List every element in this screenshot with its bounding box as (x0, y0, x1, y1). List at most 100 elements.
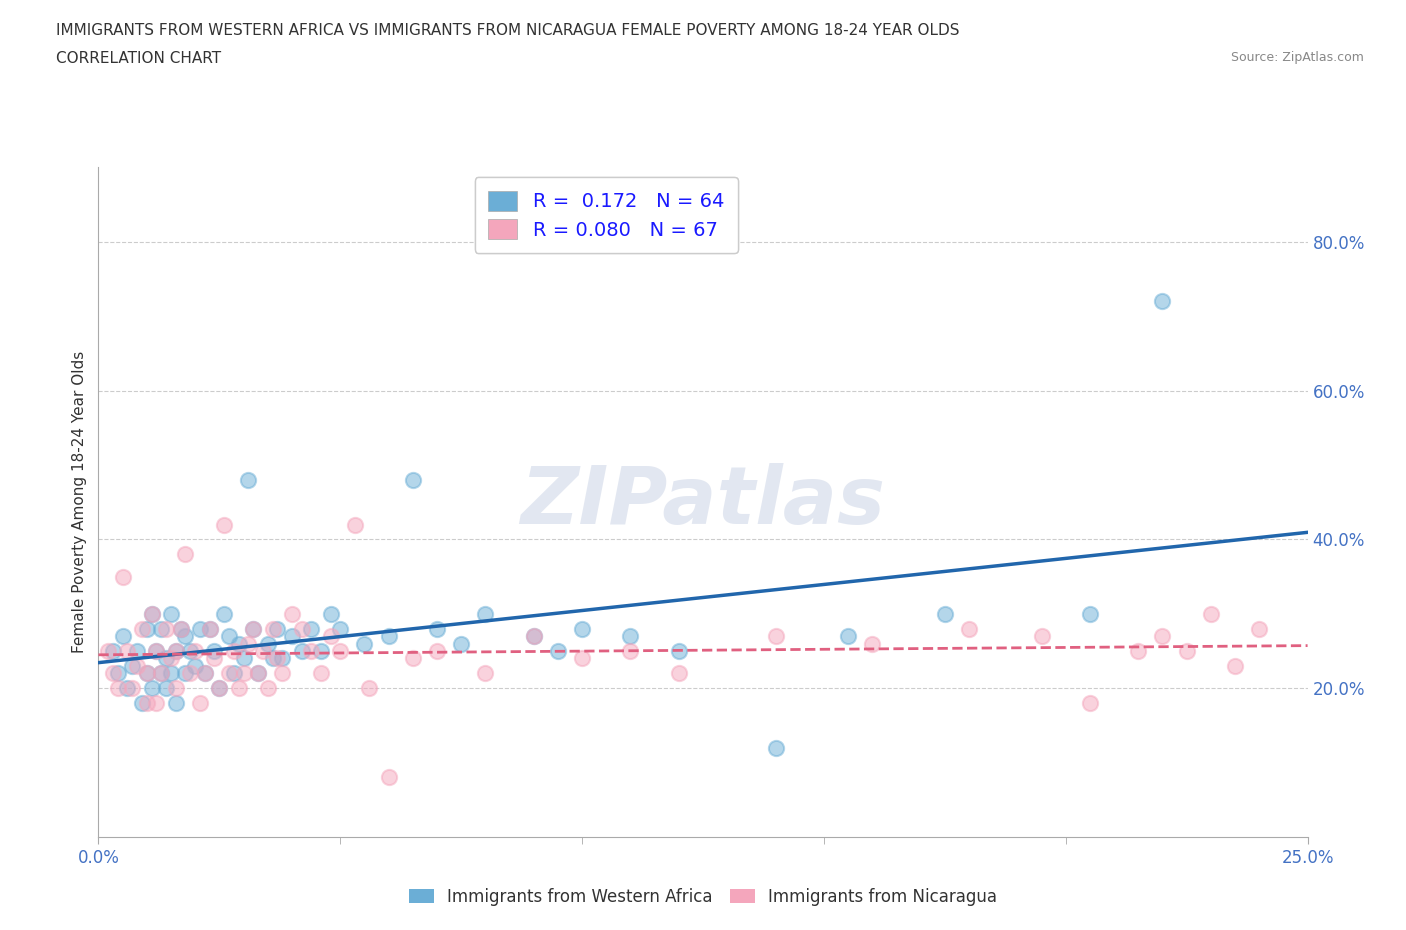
Point (299, 621, 322, 636)
Point (131, 621, 153, 636)
Point (299, 644, 322, 658)
Point (290, 621, 312, 636)
Point (184, 644, 207, 658)
Point (353, 636, 375, 651)
Point (141, 606, 163, 621)
Point (160, 666, 183, 681)
Point (402, 472, 425, 487)
Y-axis label: Female Poverty Among 18-24 Year Olds: Female Poverty Among 18-24 Year Olds (72, 352, 87, 654)
Point (204, 644, 226, 658)
Point (262, 621, 284, 636)
Point (1152, 629, 1174, 644)
Point (252, 644, 274, 658)
Point (359, 681, 381, 696)
Point (150, 666, 173, 681)
Point (101, 666, 124, 681)
Point (155, 651, 177, 666)
Point (1175, 644, 1198, 658)
Point (668, 644, 690, 658)
Point (1249, 621, 1271, 636)
Point (228, 681, 250, 696)
Point (184, 658, 207, 673)
Point (145, 696, 167, 711)
Legend: Immigrants from Western Africa, Immigrants from Nicaragua: Immigrants from Western Africa, Immigran… (402, 881, 1004, 912)
Point (309, 666, 332, 681)
Point (242, 621, 264, 636)
Text: CORRELATION CHART: CORRELATION CHART (56, 51, 221, 66)
Point (765, 629, 787, 644)
Point (309, 644, 332, 658)
Point (837, 629, 859, 644)
Point (860, 636, 883, 651)
Point (165, 681, 187, 696)
Point (256, 636, 278, 651)
Point (619, 644, 641, 658)
Point (474, 606, 496, 621)
Point (111, 629, 134, 644)
Point (228, 636, 250, 651)
Point (934, 606, 956, 621)
Point (145, 644, 167, 658)
Point (1078, 606, 1101, 621)
Point (117, 681, 139, 696)
Point (290, 644, 312, 658)
Point (135, 666, 157, 681)
Point (165, 644, 187, 658)
Point (271, 666, 294, 681)
Point (141, 606, 163, 621)
Point (281, 629, 304, 644)
Point (165, 696, 187, 711)
Point (208, 681, 231, 696)
Point (155, 621, 177, 636)
Point (765, 740, 787, 755)
Point (155, 681, 177, 696)
Point (160, 606, 183, 621)
Point (135, 666, 157, 681)
Point (174, 547, 197, 562)
Point (169, 621, 191, 636)
Point (218, 666, 240, 681)
Point (169, 621, 191, 636)
Point (107, 681, 129, 696)
Point (402, 651, 425, 666)
Point (188, 621, 211, 636)
Legend: R =  0.172   N = 64, R = 0.080   N = 67: R = 0.172 N = 64, R = 0.080 N = 67 (475, 177, 738, 253)
Point (179, 666, 201, 681)
Point (194, 666, 217, 681)
Point (150, 621, 173, 636)
Point (256, 681, 278, 696)
Point (426, 621, 449, 636)
Text: Source: ZipAtlas.com: Source: ZipAtlas.com (1230, 51, 1364, 64)
Point (547, 644, 569, 658)
Point (266, 651, 288, 666)
Point (426, 644, 449, 658)
Point (204, 651, 226, 666)
Point (1078, 696, 1101, 711)
Point (160, 651, 183, 666)
Point (523, 629, 546, 644)
Point (121, 658, 143, 673)
Point (145, 644, 167, 658)
Point (107, 666, 129, 681)
Point (127, 658, 149, 673)
Point (238, 636, 260, 651)
Point (319, 629, 342, 644)
Point (97, 644, 120, 658)
Point (232, 651, 254, 666)
Point (131, 696, 153, 711)
Point (343, 517, 366, 532)
Point (474, 666, 496, 681)
Point (523, 629, 546, 644)
Point (271, 651, 294, 666)
Point (668, 666, 690, 681)
Point (1223, 658, 1246, 673)
Point (212, 517, 235, 532)
Point (208, 681, 231, 696)
Point (1128, 644, 1150, 658)
Point (212, 606, 235, 621)
Point (377, 770, 399, 785)
Text: IMMIGRANTS FROM WESTERN AFRICA VS IMMIGRANTS FROM NICARAGUA FEMALE POVERTY AMONG: IMMIGRANTS FROM WESTERN AFRICA VS IMMIGR… (56, 23, 960, 38)
Point (222, 644, 245, 658)
Point (238, 472, 260, 487)
Point (1152, 294, 1174, 309)
